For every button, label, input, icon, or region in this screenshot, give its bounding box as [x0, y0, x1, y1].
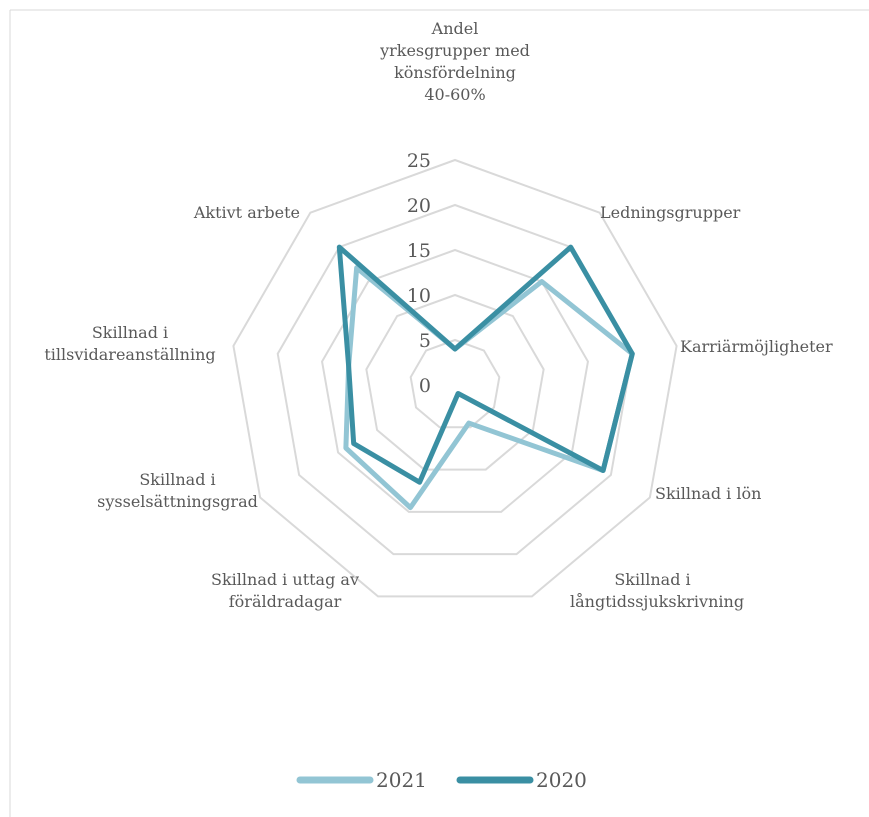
category-label: Aktivt arbete: [193, 203, 300, 222]
category-label: Skillnad i sysselsättningsgrad: [97, 470, 258, 511]
y-tick-label: 25: [407, 150, 431, 172]
y-tick-label: 10: [407, 285, 431, 307]
category-label: Ledningsgrupper: [600, 203, 741, 222]
grid-ring: [232, 158, 678, 598]
y-tick-label: 15: [407, 240, 431, 262]
category-label: Andel yrkesgrupper med könsfördelning 40…: [380, 19, 530, 104]
category-label: Skillnad i uttag av föräldradagar: [211, 570, 359, 611]
series-line: [343, 265, 635, 511]
y-tick-label: 0: [419, 375, 431, 397]
y-tick-label: 5: [419, 330, 431, 352]
y-tick-label: 20: [407, 195, 431, 217]
grid-ring: [409, 338, 501, 429]
category-label: Karriärmöjligheter: [680, 337, 833, 356]
category-label: Skillnad i långtidssjukskrivning: [570, 570, 745, 611]
category-label: Skillnad i tillsvidareanställning: [44, 323, 216, 364]
grid-ring: [365, 293, 545, 471]
category-label: Skillnad i lön: [655, 484, 762, 503]
series-line: [336, 244, 635, 485]
legend-label: 2020: [536, 768, 587, 792]
legend-label: 2021: [376, 768, 427, 792]
